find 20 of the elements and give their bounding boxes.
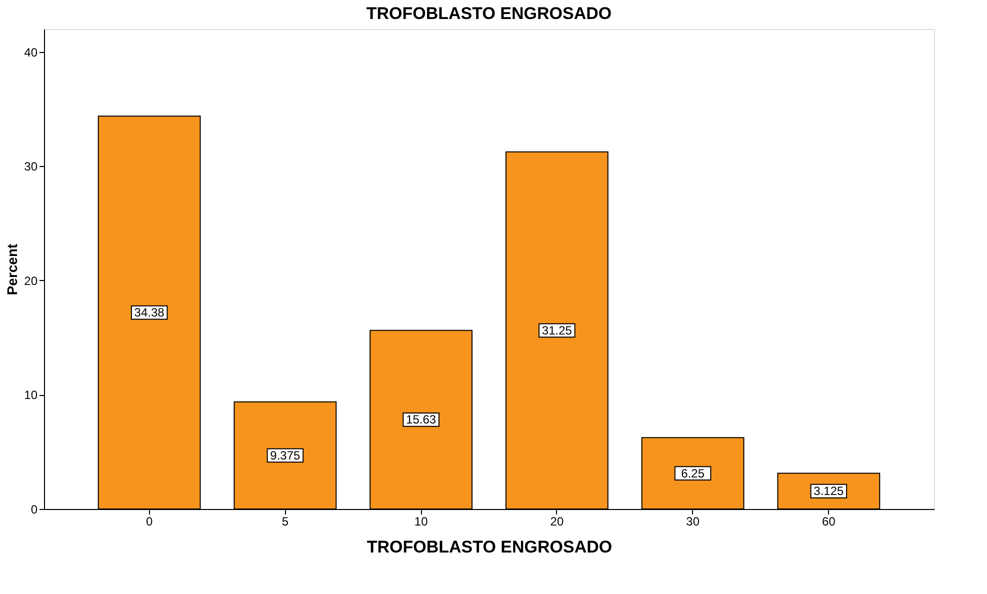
x-tick-label: 10 xyxy=(414,514,428,528)
data-label: 34.38 xyxy=(134,306,165,320)
data-label: 31.25 xyxy=(542,323,572,338)
y-axis-title: Percent xyxy=(4,243,20,296)
y-tick-label: 30 xyxy=(24,160,38,174)
y-tick-label: 40 xyxy=(24,45,38,60)
x-axis-title: TROFOBLASTO ENGROSADO xyxy=(366,538,612,556)
x-tick-label: 0 xyxy=(146,514,153,528)
x-tick-label: 60 xyxy=(822,514,836,528)
x-tick-label: 20 xyxy=(550,514,564,528)
data-label: 6.25 xyxy=(681,466,705,480)
data-label: 3.125 xyxy=(814,484,844,498)
y-tick-label: 20 xyxy=(24,274,38,288)
data-label: 15.63 xyxy=(406,412,436,427)
x-tick-label: 30 xyxy=(686,514,700,528)
y-tick-label: 10 xyxy=(24,388,38,402)
data-label: 9.375 xyxy=(270,448,301,462)
x-tick-label: 5 xyxy=(282,514,289,528)
chart-title: TROFOBLASTO ENGROSADO xyxy=(366,4,612,23)
y-tick-label: 0 xyxy=(30,502,38,516)
